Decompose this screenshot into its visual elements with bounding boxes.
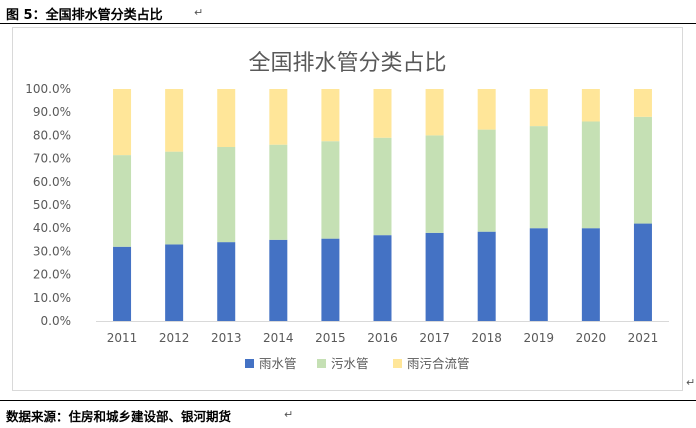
bar-segment-2 <box>633 116 652 224</box>
bar-segment-2 <box>217 147 236 243</box>
y-tick-label: 70.0% <box>33 152 71 166</box>
legend-swatch <box>245 359 254 368</box>
y-tick-label: 20.0% <box>33 268 71 282</box>
bar-segment-2 <box>321 141 340 239</box>
bar-segment-2 <box>373 137 392 236</box>
bar-segment-2 <box>269 144 288 240</box>
x-tick-label: 2013 <box>211 331 242 345</box>
paragraph-mark-icon: ↵ <box>686 376 696 389</box>
figure-caption: 图 5：全国排水管分类占比 <box>6 8 163 23</box>
y-tick-label: 100.0% <box>25 82 71 96</box>
legend-label: 污水管 <box>331 356 369 371</box>
bar-segment-2 <box>165 151 184 245</box>
legend-label: 雨污合流管 <box>407 356 470 371</box>
legend-swatch <box>317 359 326 368</box>
x-tick-label: 2017 <box>419 331 450 345</box>
x-tick-label: 2016 <box>367 331 398 345</box>
chart-title: 全国排水管分类占比 <box>248 51 447 76</box>
bar-segment-3 <box>633 89 652 117</box>
paragraph-mark-icon: ↵ <box>194 6 204 19</box>
bar-segment-2 <box>581 121 600 229</box>
bar-segment-3 <box>425 89 444 136</box>
bar-segment-3 <box>529 89 548 127</box>
x-tick-label: 2011 <box>107 331 138 345</box>
legend-swatch <box>393 359 402 368</box>
bar-segment-1 <box>581 228 600 321</box>
bar-segment-3 <box>269 89 288 145</box>
bar-segment-1 <box>477 231 496 321</box>
bar-segment-3 <box>581 89 600 122</box>
chart-area: 全国排水管分类占比 0.0% 10.0% 20.0% 30.0% 40.0% 50.0% 6… <box>12 27 683 391</box>
bar-segment-3 <box>165 89 184 152</box>
legend-label: 雨水管 <box>259 356 297 371</box>
x-tick-label: 2012 <box>159 331 190 345</box>
data-source: 数据来源：住房和城乡建设部、银河期货 <box>6 409 232 424</box>
bar-segment-1 <box>217 242 236 321</box>
x-tick-label: 2014 <box>263 331 294 345</box>
y-tick-label: 10.0% <box>33 291 71 305</box>
x-tick-label: 2020 <box>576 331 607 345</box>
y-tick-label: 80.0% <box>33 128 71 142</box>
bar-segment-1 <box>269 239 288 321</box>
bar-segment-1 <box>113 246 132 321</box>
bar-segment-2 <box>529 126 548 229</box>
y-tick-label: 50.0% <box>33 198 71 212</box>
y-tick-label: 40.0% <box>33 221 71 235</box>
x-tick-label: 2021 <box>628 331 659 345</box>
bar-segment-1 <box>165 244 184 321</box>
bar-segment-2 <box>477 129 496 232</box>
source-rule <box>0 400 696 401</box>
x-tick-label: 2015 <box>315 331 346 345</box>
bar-segment-3 <box>321 89 340 142</box>
bar-segment-3 <box>217 89 236 147</box>
bar-segment-1 <box>633 223 652 321</box>
y-tick-label: 60.0% <box>33 175 71 189</box>
bar-segment-2 <box>113 155 132 247</box>
bar-segment-1 <box>321 238 340 321</box>
bar-segment-1 <box>529 228 548 321</box>
chart-svg: 0.0% 10.0% 20.0% 30.0% 40.0% 50.0% 60.0% 70.0% 8… <box>25 82 669 371</box>
y-tick-label: 0.0% <box>41 314 72 328</box>
caption-rule <box>0 23 696 24</box>
bar-segment-3 <box>113 89 132 156</box>
y-tick-label: 90.0% <box>33 105 71 119</box>
bar-segment-3 <box>477 89 496 130</box>
y-tick-label: 30.0% <box>33 244 71 258</box>
bar-segment-3 <box>373 89 392 138</box>
x-tick-label: 2018 <box>471 331 502 345</box>
bar-segment-1 <box>373 235 392 321</box>
x-tick-label: 2019 <box>523 331 554 345</box>
bar-segment-1 <box>425 232 444 321</box>
paragraph-mark-icon: ↵ <box>284 408 294 421</box>
bar-segment-2 <box>425 135 444 233</box>
